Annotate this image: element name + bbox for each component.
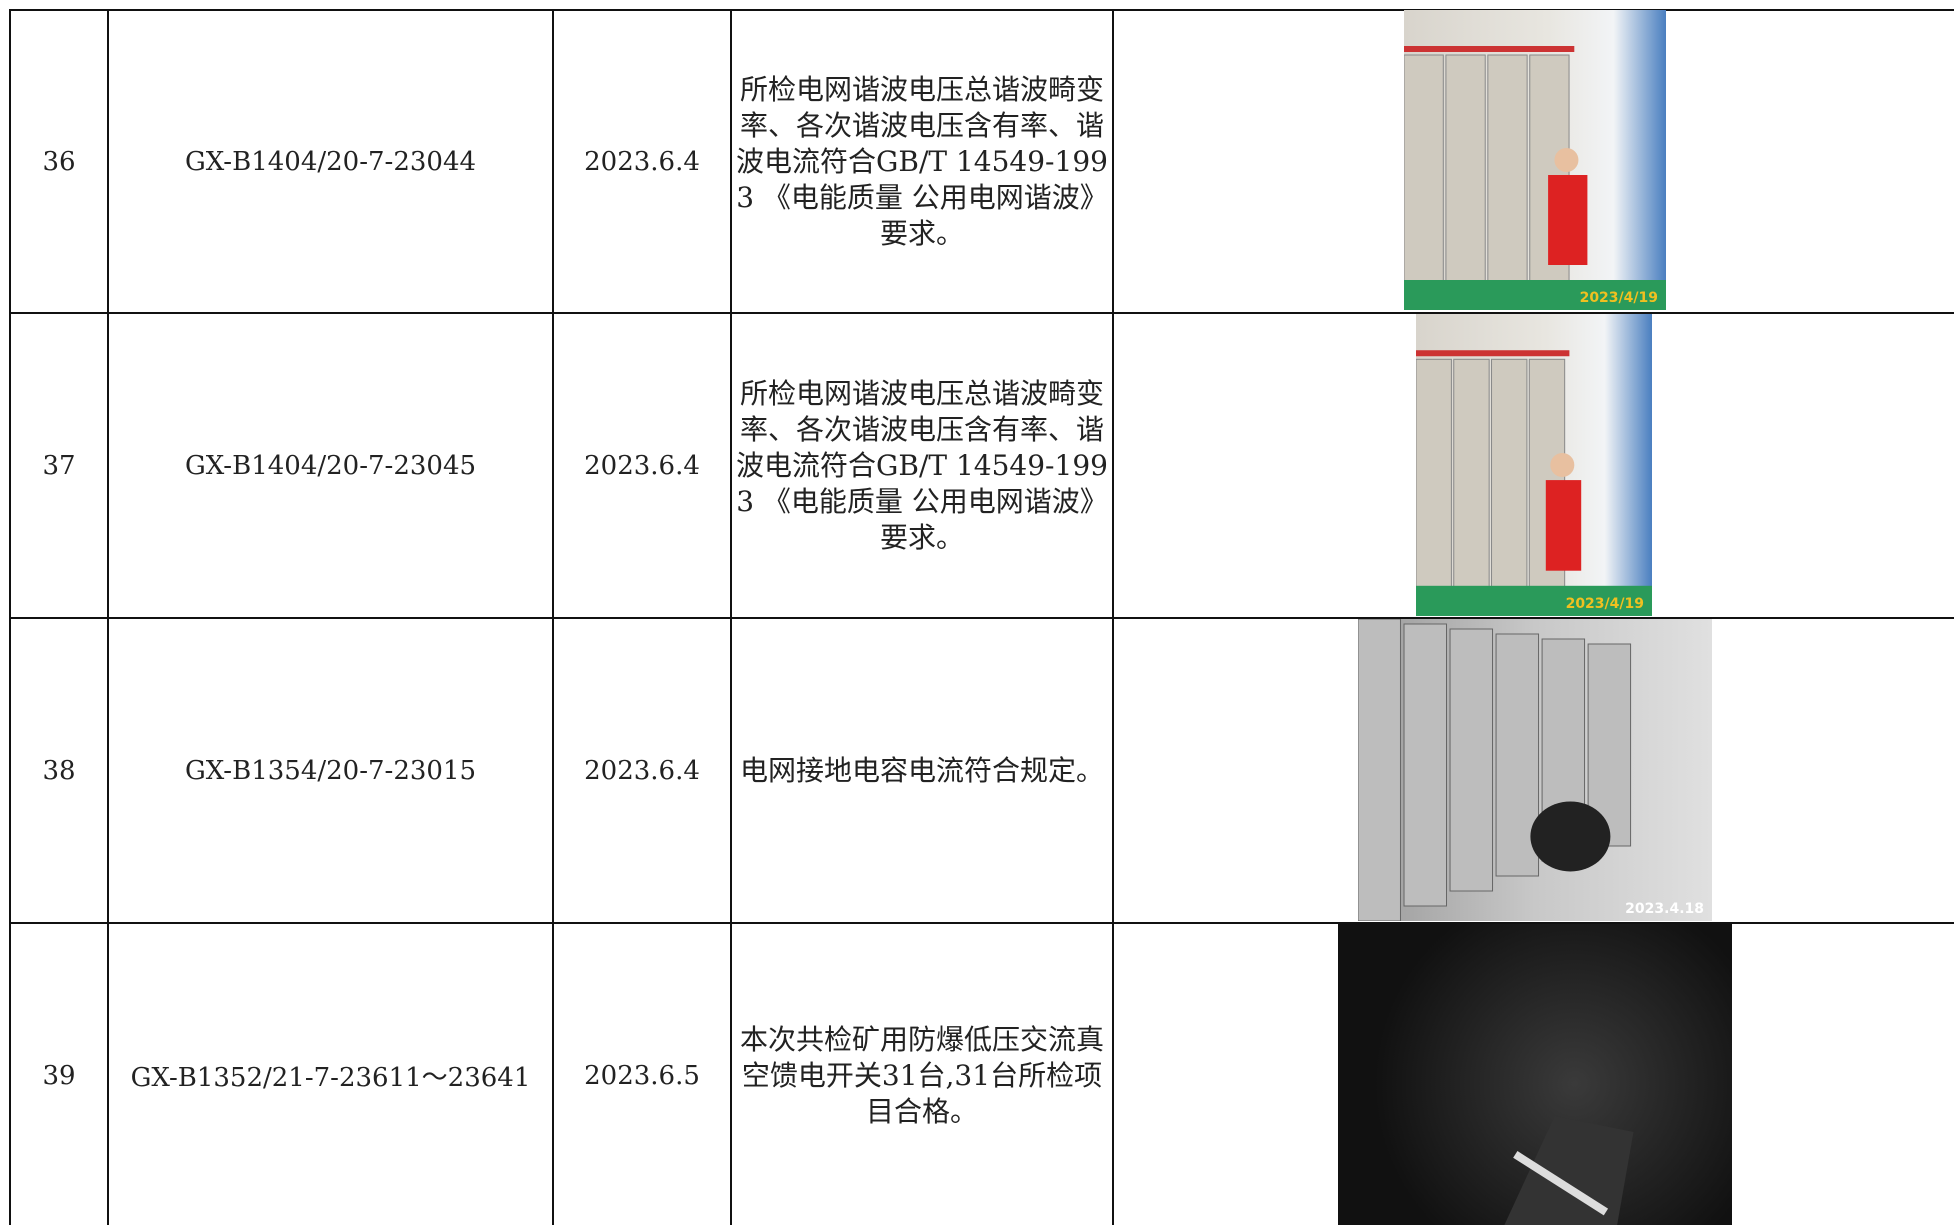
date-cell: 2023.6.4 xyxy=(552,9,730,312)
photo-cell xyxy=(1112,922,1954,1225)
conclusion-cell: 所检电网谐波电压总谐波畸变率、各次谐波电压含有率、谐波电流符合GB/T 1454… xyxy=(730,312,1112,617)
photo-date-stamp: 2023/4/19 xyxy=(1579,290,1658,306)
code-cell: GX-B1404/20-7-23044 xyxy=(107,9,552,312)
no-cell: 39 xyxy=(9,922,107,1225)
code-cell: GX-B1354/20-7-23015 xyxy=(107,617,552,922)
code-cell: GX-B1352/21-7-23611～23641 xyxy=(107,922,552,1225)
photo-cell xyxy=(1112,312,1954,617)
photo: 2023.4.18 xyxy=(1358,619,1712,921)
no-cell: 37 xyxy=(9,312,107,617)
date-cell: 2023.6.4 xyxy=(552,617,730,922)
date-cell: 2023.6.5 xyxy=(552,922,730,1225)
conclusion-cell: 本次共检矿用防爆低压交流真空馈电开关31台,31台所检项目合格。 xyxy=(730,922,1112,1225)
photo-cell xyxy=(1112,617,1954,922)
photo-date-stamp: 2023/4/19 xyxy=(1565,596,1644,612)
date-cell: 2023.6.4 xyxy=(552,312,730,617)
no-cell: 38 xyxy=(9,617,107,922)
photo: 2023/4/19 xyxy=(1416,314,1652,616)
conclusion-cell: 所检电网谐波电压总谐波畸变率、各次谐波电压含有率、谐波电流符合GB/T 1454… xyxy=(730,9,1112,312)
photo: 2023.4.27 xyxy=(1338,924,1732,1225)
no-cell: 36 xyxy=(9,9,107,312)
code-cell: GX-B1404/20-7-23045 xyxy=(107,312,552,617)
photo-date-stamp: 2023.4.18 xyxy=(1625,901,1704,917)
conclusion-cell: 电网接地电容电流符合规定。 xyxy=(730,617,1112,922)
photo: 2023/4/19 xyxy=(1404,10,1666,310)
